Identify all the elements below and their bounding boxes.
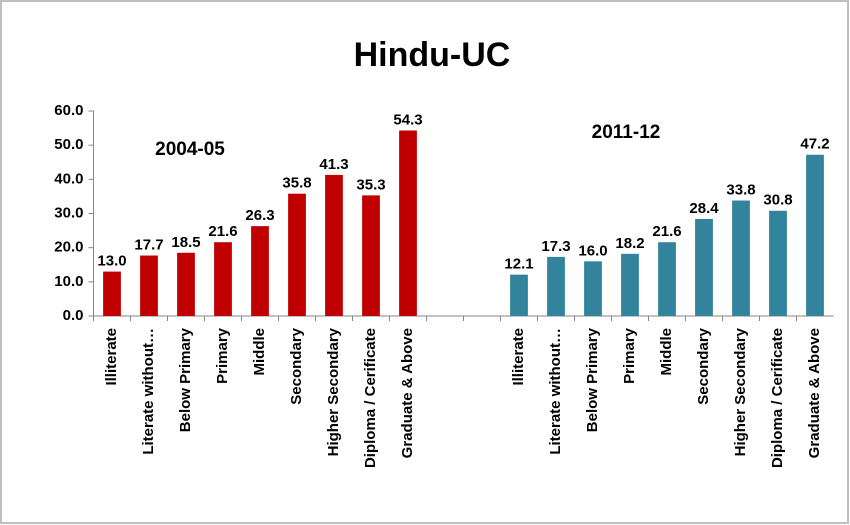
- data-label: 28.4: [689, 200, 719, 217]
- bar: [103, 271, 121, 316]
- data-label: 35.8: [282, 175, 311, 192]
- x-tick-label: Literate without…: [547, 328, 564, 455]
- bar: [658, 242, 676, 316]
- bar: [325, 174, 343, 316]
- y-tick-label: 50.0: [54, 136, 83, 153]
- data-label: 18.2: [615, 235, 644, 252]
- x-tick-label: Literate without…: [140, 328, 157, 455]
- y-tick-label: 60.0: [54, 102, 83, 119]
- data-label: 33.8: [726, 181, 755, 198]
- x-tick-label: Higher Secondary: [732, 327, 749, 456]
- bar: [621, 253, 639, 316]
- x-tick-label: Secondary: [288, 327, 305, 404]
- bar: [769, 210, 787, 316]
- y-tick-label: 20.0: [54, 239, 83, 256]
- bar: [695, 218, 713, 316]
- data-label: 21.6: [652, 223, 681, 240]
- data-label: 18.5: [171, 234, 200, 251]
- data-label: 47.2: [800, 136, 829, 153]
- x-tick-label: Primary: [214, 327, 231, 384]
- bar: [288, 193, 306, 316]
- bar: [510, 274, 528, 316]
- x-tick-label: Illiterate: [103, 328, 120, 386]
- x-tick-label: Primary: [621, 327, 638, 384]
- x-tick-label: Diploma / Cerificate: [769, 328, 786, 468]
- bar: [362, 195, 380, 316]
- data-label: 54.3: [393, 111, 422, 128]
- bar: [547, 256, 565, 316]
- data-label: 35.3: [356, 176, 385, 193]
- x-tick-label: Graduate & Above: [399, 328, 416, 458]
- data-label: 26.3: [245, 207, 274, 224]
- data-label: 17.7: [134, 236, 163, 253]
- bar: [732, 200, 750, 316]
- x-tick-label: Graduate & Above: [806, 328, 823, 458]
- x-tick-label: Diploma / Cerificate: [362, 328, 379, 468]
- y-tick-label: 10.0: [54, 273, 83, 290]
- bar: [140, 255, 158, 316]
- chart-title: Hindu-UC: [354, 36, 511, 74]
- data-label: 30.8: [763, 192, 792, 209]
- x-tick-label: Higher Secondary: [325, 327, 342, 456]
- bar: [214, 242, 232, 316]
- bar: [251, 226, 269, 316]
- bar: [584, 261, 602, 316]
- x-tick-label: Below Primary: [584, 327, 601, 432]
- bar: [177, 252, 195, 316]
- x-tick-label: Below Primary: [177, 327, 194, 432]
- data-label: 12.1: [504, 256, 533, 273]
- x-tick-label: Secondary: [695, 327, 712, 404]
- y-tick-label: 0.0: [63, 307, 84, 324]
- x-tick-label: Illiterate: [510, 328, 527, 386]
- bar: [806, 154, 824, 316]
- data-label: 16.0: [578, 242, 607, 259]
- data-label: 21.6: [208, 223, 237, 240]
- y-tick-label: 40.0: [54, 170, 83, 187]
- y-tick-label: 30.0: [54, 204, 83, 221]
- data-label: 17.3: [541, 238, 570, 255]
- data-label: 13.0: [97, 253, 126, 270]
- series-label: 2004-05: [155, 139, 225, 160]
- series-label: 2011-12: [592, 122, 661, 143]
- x-tick-label: Middle: [251, 328, 268, 376]
- x-tick-label: Middle: [658, 328, 675, 376]
- data-label: 41.3: [319, 156, 348, 173]
- bar: [399, 130, 417, 316]
